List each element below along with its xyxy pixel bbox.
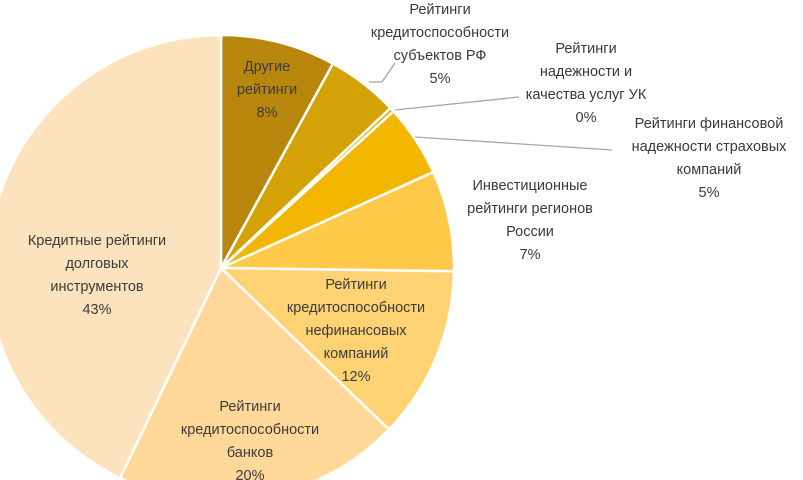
slice-percent: 20%: [235, 468, 264, 480]
slice-label-6: Рейтинги кредитоспособности нефинансовых ко…: [287, 277, 425, 385]
slice-label-line: качества услуг УК: [526, 87, 647, 103]
slice-label-line: долговых: [65, 256, 129, 272]
slice-percent: 7%: [520, 247, 541, 263]
slice-label-line: надежности страховых: [632, 139, 788, 155]
slice-label-7: Рейтинги кредитоспособности банков 20%: [181, 399, 319, 480]
slice-label-line: рейтинги: [237, 82, 297, 98]
slice-label-line: Кредитные рейтинги: [28, 233, 166, 249]
leader-lines: [369, 62, 613, 151]
slice-label-line: рейтинги регионов: [467, 201, 593, 217]
pie-slice-1: [219, 33, 335, 270]
slice-percent: 5%: [430, 71, 451, 87]
leader-line-3: [394, 96, 520, 111]
slice-label-line: инструментов: [50, 279, 144, 295]
slice-percent: 43%: [82, 302, 111, 318]
slice-label-1: Другие рейтинги 8%: [237, 59, 297, 121]
slice-labels: Другие рейтинги 8% Рейтинги кредитоспособнос…: [28, 2, 787, 480]
pie-slice-7: [118, 266, 391, 480]
pie-slice-6: [219, 266, 456, 431]
slice-label-line: банков: [227, 445, 274, 461]
slice-label-line: надежности и: [540, 64, 632, 80]
slice-percent: 12%: [341, 369, 370, 385]
slice-percent: 8%: [257, 105, 278, 121]
slice-label-line: Рейтинги: [325, 277, 386, 293]
leader-line-2: [369, 62, 396, 83]
pie-slice-5: [219, 170, 456, 273]
slice-label-line: Рейтинги: [409, 2, 470, 18]
slice-label-line: Рейтинги финансовой: [635, 116, 784, 132]
pie-slices: [0, 33, 456, 480]
slice-label-line: кредитоспособности: [287, 300, 425, 316]
slice-label-5: Инвестиционные рейтинги регионов России 7%: [467, 178, 593, 263]
slice-label-4: Рейтинги финансовой надежности страховых к…: [632, 116, 788, 201]
slice-label-line: компаний: [677, 162, 742, 178]
slice-label-line: Другие: [244, 59, 290, 75]
slice-label-line: России: [506, 224, 554, 240]
slice-label-line: Рейтинги: [219, 399, 280, 415]
slice-label-line: кредитоспособности: [181, 422, 319, 438]
slice-label-2: Рейтинги кредитоспособности субъектов РФ 5%: [371, 2, 509, 87]
slice-label-line: нефинансовых: [305, 323, 407, 339]
slice-label-line: кредитоспособности: [371, 25, 509, 41]
slice-percent: 0%: [576, 110, 597, 126]
slice-label-8: Кредитные рейтинги долговых инструментов 43…: [28, 233, 166, 318]
slice-label-line: Рейтинги: [555, 41, 616, 57]
slice-percent: 5%: [699, 185, 720, 201]
slice-label-3: Рейтинги надежности и качества услуг УК 0%: [526, 41, 647, 126]
slice-label-line: компаний: [324, 346, 389, 362]
leader-line-4: [414, 136, 613, 151]
slice-label-line: субъектов РФ: [394, 48, 487, 64]
slice-label-line: Инвестиционные: [473, 178, 588, 194]
pie-slice-8: [0, 33, 223, 480]
